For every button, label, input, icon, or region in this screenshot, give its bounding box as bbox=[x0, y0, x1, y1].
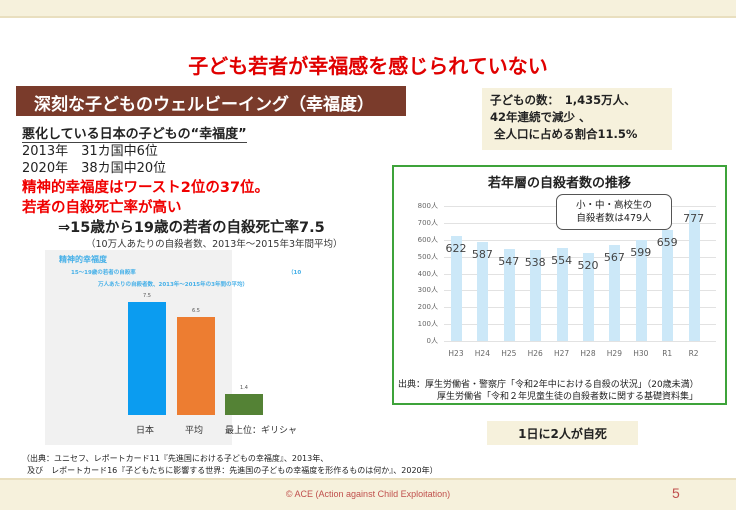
bar-value-label: 599 bbox=[630, 245, 652, 259]
y-tick-label: 100人 bbox=[417, 320, 438, 329]
section-header: 深刻な子どものウェルビーイング（幸福度） bbox=[16, 86, 406, 116]
red-statement-2: 若者の自殺死亡率が高い bbox=[22, 200, 182, 216]
wellbeing-chart: 精神的幸福度 15～19歳の若者の自殺率 （10 万人あたりの自殺者数、2013… bbox=[45, 250, 301, 445]
suicide-rate-statement: ⇒15歳から19歳の若者の自殺死亡率7.5 bbox=[58, 220, 325, 236]
x-tick-label: R2 bbox=[688, 349, 699, 358]
bar-H30 bbox=[635, 239, 647, 341]
chart-title: 若年層の自殺者数の推移 bbox=[487, 176, 631, 191]
y-tick-label: 600人 bbox=[417, 235, 438, 244]
bar-value-label: 567 bbox=[603, 251, 625, 265]
bar-value-label: 554 bbox=[551, 253, 573, 267]
subheading: 悪化している日本の子どもの“幸福度” bbox=[22, 123, 247, 143]
x-tick-label: R1 bbox=[662, 349, 673, 358]
category-label: 日本 bbox=[136, 426, 155, 436]
rate-note: （10万人あたりの自殺者数、2013年～2015年3年間平均） bbox=[86, 239, 343, 250]
gridline bbox=[444, 324, 716, 326]
citation-line: （出典：ユニセフ、レポートカード11『先進国における子どもの幸福度』、2013年… bbox=[22, 454, 329, 463]
bar-value-label: 587 bbox=[471, 247, 493, 261]
chart-title: 精神的幸福度 bbox=[59, 255, 107, 264]
footer: © ACE (Action against Child Exploitation… bbox=[0, 478, 736, 510]
bar-H25 bbox=[503, 248, 515, 341]
bar-H27 bbox=[556, 247, 568, 341]
callout-annotation: 小・中・高校生の 自殺者数は479人 bbox=[556, 194, 672, 230]
copyright: © ACE (Action against Child Exploitation… bbox=[285, 489, 451, 499]
x-tick-label: H23 bbox=[448, 349, 464, 358]
bar-value-label: 520 bbox=[577, 259, 599, 273]
x-tick-label: H25 bbox=[501, 349, 517, 358]
gridline bbox=[444, 256, 716, 258]
bar-value-label: 1.4 bbox=[240, 384, 248, 391]
x-tick-label: H30 bbox=[633, 349, 649, 358]
x-tick-label: H27 bbox=[554, 349, 570, 358]
x-tick-label: H28 bbox=[580, 349, 596, 358]
bar-value-label: 538 bbox=[524, 256, 546, 270]
chart-subtitle-3: 万人あたりの自殺者数、2013年～2015年の3年間の平均） bbox=[98, 282, 248, 288]
youth-suicide-chart-panel: 若年層の自殺者数の推移 0人 100人 200人 300人 400人 500人 600人 70… bbox=[392, 165, 727, 405]
gridline bbox=[444, 341, 716, 342]
bar-H24 bbox=[477, 241, 489, 341]
bar-1 bbox=[177, 317, 215, 415]
bar-H23 bbox=[451, 236, 462, 341]
citation-line: 及び レポートカード16『子どもたちに影響する世界：先進国の子どもの幸福度を形作… bbox=[22, 466, 438, 475]
top-band bbox=[0, 0, 736, 18]
source-line: 出典：厚生労働省・警察庁「令和2年中における自殺の状況」（20歳未満） bbox=[398, 380, 699, 390]
y-tick-label: 500人 bbox=[417, 252, 438, 261]
category-label: 平均 bbox=[185, 426, 204, 436]
slide-title: 子ども若者が幸福感を感じられていない bbox=[188, 54, 548, 78]
bar-value-label: 659 bbox=[656, 235, 678, 249]
x-tick-label: H24 bbox=[474, 349, 490, 358]
bar-2 bbox=[225, 393, 263, 415]
bar-value-label: 547 bbox=[498, 254, 520, 268]
bar-R1 bbox=[662, 229, 674, 341]
gridline bbox=[444, 273, 716, 275]
red-statement-1: 精神的幸福度はワースト2位の37位。 bbox=[22, 180, 270, 196]
category-label: 最上位：ギリシャ bbox=[225, 426, 298, 436]
child-population-box: 子どもの数： 1,435万人、 42年連続で減少 、 全人口に占める割合11.5… bbox=[482, 88, 672, 150]
daily-stat-box: 1日に2人が自死 bbox=[487, 421, 638, 445]
bar-value-label: 777 bbox=[683, 211, 705, 225]
x-tick-label: H26 bbox=[527, 349, 543, 358]
page-number: 5 bbox=[672, 485, 680, 501]
bar-value-label: 7.5 bbox=[143, 293, 151, 299]
bar-0 bbox=[128, 302, 166, 415]
gridline bbox=[444, 290, 716, 292]
y-tick-label: 0人 bbox=[426, 337, 438, 345]
bar-value-label: 6.5 bbox=[192, 308, 200, 315]
x-tick-label: H29 bbox=[606, 349, 622, 358]
y-tick-label: 800人 bbox=[417, 202, 438, 210]
y-tick-label: 300人 bbox=[417, 286, 438, 295]
rank-2020: 2020年 38カ国中20位 bbox=[22, 161, 167, 176]
callout-line: 自殺者数は479人 bbox=[576, 213, 652, 224]
bar-H29 bbox=[609, 245, 621, 341]
source-line: 厚生労働省「令和２年児童生徒の自殺者数に関する基礎資料集」 bbox=[437, 392, 699, 402]
gridline bbox=[444, 307, 716, 309]
bar-value-label: 622 bbox=[445, 242, 467, 256]
y-tick-label: 700人 bbox=[417, 218, 438, 227]
chart-subtitle-1: 15～19歳の若者の自殺率 bbox=[71, 270, 136, 276]
chart-subtitle-2: （10 bbox=[288, 270, 302, 276]
y-tick-label: 400人 bbox=[417, 269, 438, 278]
kids-line: 全人口に占める割合11.5% bbox=[490, 127, 638, 141]
callout-line: 小・中・高校生の bbox=[575, 200, 652, 211]
bar-R2 bbox=[688, 209, 700, 341]
rank-2013: 2013年 31カ国中6位 bbox=[22, 144, 158, 159]
kids-line: 42年連続で減少 、 bbox=[490, 110, 591, 124]
bar-H28 bbox=[583, 253, 594, 341]
y-tick-label: 200人 bbox=[417, 303, 438, 312]
kids-line: 子どもの数： 1,435万人、 bbox=[490, 93, 636, 107]
bar-H26 bbox=[530, 250, 542, 341]
gridline bbox=[444, 239, 716, 241]
